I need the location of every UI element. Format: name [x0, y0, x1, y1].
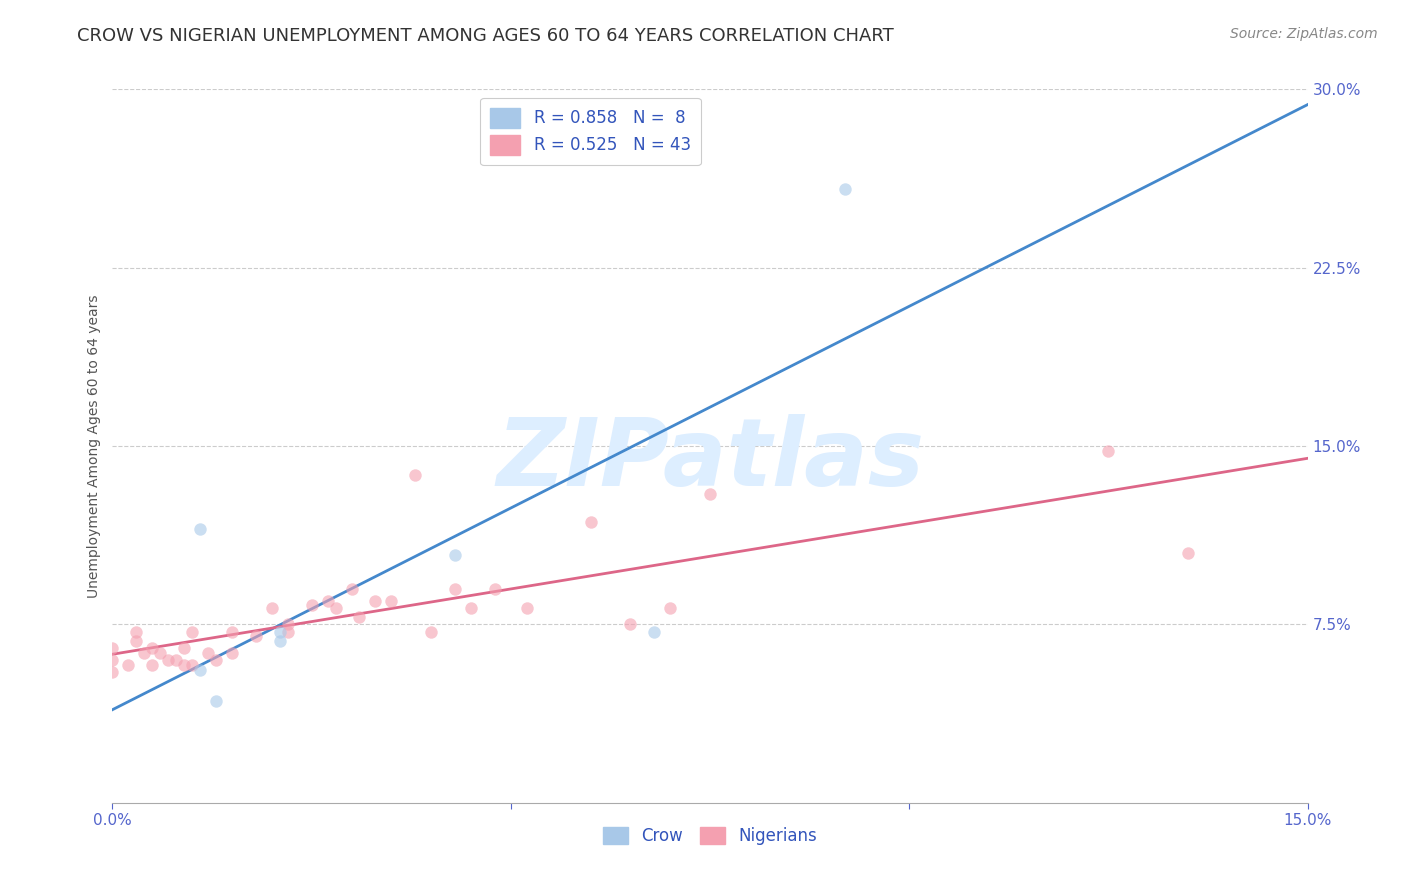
Text: CROW VS NIGERIAN UNEMPLOYMENT AMONG AGES 60 TO 64 YEARS CORRELATION CHART: CROW VS NIGERIAN UNEMPLOYMENT AMONG AGES…: [77, 27, 894, 45]
Point: [181, 657, 204, 672]
Point: [173, 641, 195, 656]
Text: Source: ZipAtlas.com: Source: ZipAtlas.com: [1230, 27, 1378, 41]
Point: [834, 182, 856, 196]
Point: [316, 593, 339, 607]
Point: [157, 653, 180, 667]
Point: [579, 515, 602, 529]
Point: [260, 600, 283, 615]
Point: [181, 624, 204, 639]
Point: [149, 646, 172, 660]
Point: [484, 582, 506, 596]
Point: [460, 600, 482, 615]
Point: [269, 634, 291, 648]
Point: [420, 624, 443, 639]
Point: [277, 624, 299, 639]
Point: [444, 549, 467, 563]
Point: [173, 657, 195, 672]
Point: [245, 629, 267, 643]
Point: [197, 646, 219, 660]
Point: [699, 486, 721, 500]
Point: [125, 624, 148, 639]
Point: [221, 624, 243, 639]
Point: [364, 593, 387, 607]
Point: [188, 522, 211, 536]
Point: [205, 693, 228, 707]
Point: [301, 599, 323, 613]
Point: [101, 665, 124, 679]
Point: [117, 657, 139, 672]
Legend: Crow, Nigerians: Crow, Nigerians: [596, 820, 824, 852]
Point: [134, 646, 156, 660]
Point: [516, 600, 538, 615]
Point: [619, 617, 641, 632]
Point: [205, 653, 228, 667]
Point: [101, 641, 124, 656]
Point: [221, 646, 243, 660]
Y-axis label: Unemployment Among Ages 60 to 64 years: Unemployment Among Ages 60 to 64 years: [87, 294, 101, 598]
Point: [141, 657, 163, 672]
Point: [340, 582, 363, 596]
Point: [101, 653, 124, 667]
Point: [349, 610, 371, 624]
Point: [141, 641, 163, 656]
Point: [643, 624, 665, 639]
Point: [1177, 546, 1199, 560]
Point: [404, 467, 426, 482]
Point: [444, 582, 467, 596]
Point: [380, 593, 402, 607]
Text: ZIPatlas: ZIPatlas: [496, 414, 924, 507]
Point: [277, 617, 299, 632]
Point: [325, 600, 347, 615]
Point: [1097, 443, 1119, 458]
Point: [269, 624, 291, 639]
Point: [659, 600, 682, 615]
Point: [188, 663, 211, 677]
Point: [125, 634, 148, 648]
Point: [165, 653, 187, 667]
